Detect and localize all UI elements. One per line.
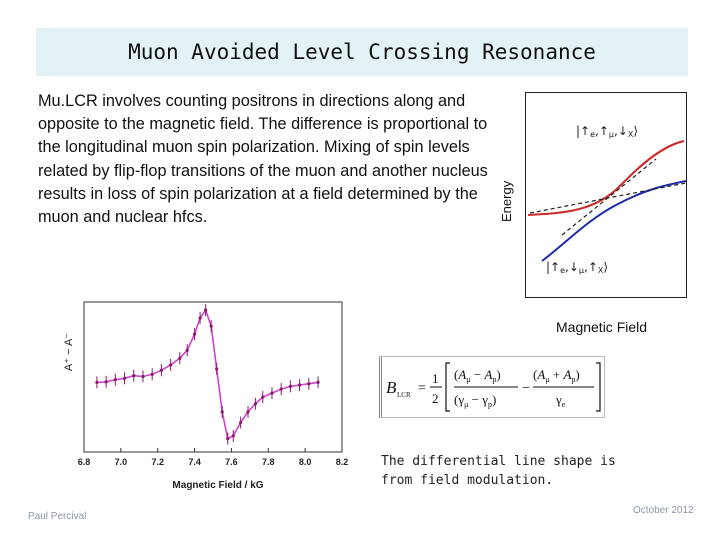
- formula-term1-den: (γμ − γp): [454, 392, 496, 409]
- state-label-top: |↑e,↑μ,↓X⟩: [576, 124, 639, 139]
- data-point: [185, 344, 189, 357]
- fit-curve: [96, 308, 319, 440]
- data-point: [253, 397, 257, 410]
- magnetic-field-label: Magnetic Field: [556, 319, 648, 335]
- data-point: [270, 387, 274, 400]
- x-tick-label: 7.2: [151, 457, 164, 467]
- x-tick-label: 7.8: [262, 457, 275, 467]
- data-point: [198, 312, 202, 325]
- data-point: [113, 373, 117, 386]
- formula-term1-num: (Aμ − Ap): [454, 367, 501, 384]
- energy-diagram-svg: [527, 140, 687, 262]
- x-tick-label: 7.4: [188, 457, 201, 467]
- data-point: [159, 364, 163, 377]
- data-point: [178, 352, 182, 365]
- data-point: [192, 328, 197, 341]
- x-tick-label: 7.6: [225, 457, 238, 467]
- x-tick-label: 7.0: [115, 457, 128, 467]
- data-point: [231, 429, 235, 442]
- data-point: [122, 372, 127, 385]
- data-point: [132, 369, 136, 382]
- formula-equals: =: [418, 381, 426, 396]
- x-tick-label: 8.0: [299, 457, 312, 467]
- data-point: [95, 376, 99, 389]
- plot-points: [95, 304, 320, 445]
- formula-bracket-left: [445, 362, 450, 412]
- plot-ticks: 6.8 7.0 7.2 7.4 7.6 7.8 8.0 8.2: [78, 448, 349, 467]
- data-point: [279, 383, 283, 396]
- formula-half-den: 2: [432, 391, 439, 406]
- data-point: [169, 358, 173, 371]
- formula-box: B LCR = 1 2 (Aμ − Ap) (γμ − γp) − (Aμ + …: [379, 356, 605, 418]
- formula-minus: −: [522, 381, 530, 396]
- data-point: [141, 370, 145, 383]
- energy-diagram: [525, 92, 687, 298]
- state-label-bottom: |↑e,↓μ,↑X⟩: [546, 260, 609, 275]
- title-bar: Muon Avoided Level Crossing Resonance: [36, 28, 688, 76]
- formula-lhs-sub: LCR: [397, 391, 411, 399]
- energy-axis-label: Energy: [499, 180, 514, 222]
- plot-border: [83, 301, 343, 453]
- data-point: [288, 380, 292, 393]
- formula-lhs: B: [386, 378, 397, 397]
- data-point: [220, 405, 224, 418]
- data-point: [298, 379, 302, 392]
- data-point: [150, 368, 154, 381]
- data-point: [307, 377, 311, 390]
- x-tick-label: 6.8: [78, 457, 91, 467]
- blcr-formula: B LCR = 1 2 (Aμ − Ap) (γμ − γp) − (Aμ + …: [386, 362, 601, 412]
- data-point: [226, 432, 230, 445]
- upper-level-curve: [527, 140, 685, 216]
- data-point: [239, 416, 243, 429]
- footer-date: October 2012: [633, 505, 694, 516]
- formula-half-num: 1: [432, 371, 439, 386]
- formula-term2-num: (Aμ + Ap): [533, 367, 580, 384]
- modulation-note: The differential line shape is from fiel…: [381, 454, 616, 488]
- footer-author: Paul Percival: [28, 511, 87, 522]
- plot-frame: [83, 301, 343, 453]
- plot-y-axis-label: A⁺ − A⁻: [63, 333, 75, 371]
- data-point: [209, 320, 213, 333]
- data-point: [215, 362, 219, 375]
- lower-level-curve: [541, 180, 687, 262]
- x-tick-label: 8.2: [336, 457, 349, 467]
- data-point: [261, 391, 265, 404]
- formula-term2-den: γe: [555, 392, 566, 409]
- lcr-spectrum-plot: 6.8 7.0 7.2 7.4 7.6 7.8 8.0 8.2 Magnetic Field …: [63, 301, 349, 491]
- formula-bracket-right: [596, 362, 601, 412]
- body-paragraph: Mu.LCR involves counting positrons in di…: [38, 92, 488, 227]
- data-point: [246, 405, 250, 418]
- diabatic-line-b: [561, 158, 657, 236]
- data-point: [104, 375, 108, 388]
- data-point: [316, 376, 320, 389]
- plot-x-axis-label: Magnetic Field / kG: [172, 480, 263, 491]
- slide-title: Muon Avoided Level Crossing Resonance: [128, 40, 596, 64]
- data-point: [204, 304, 208, 317]
